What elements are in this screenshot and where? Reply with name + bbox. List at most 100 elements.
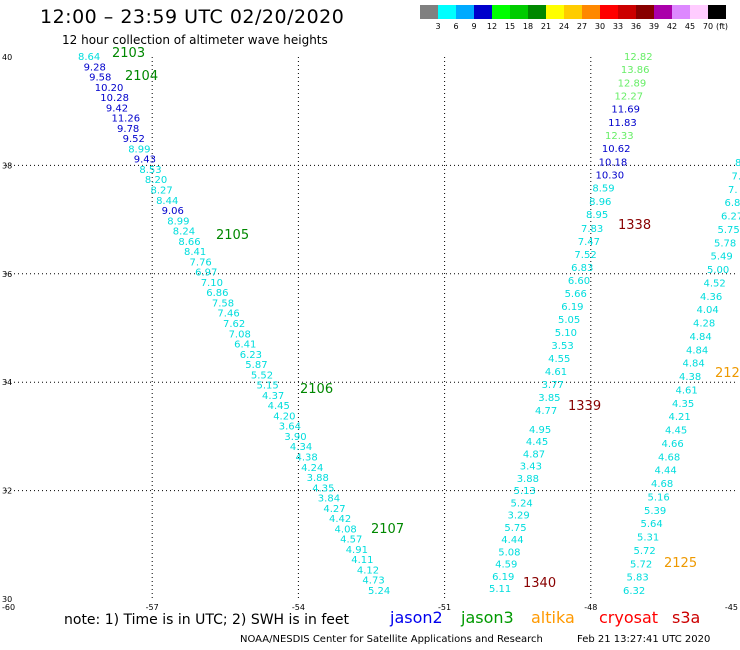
swh-value: 4.37 bbox=[262, 391, 284, 402]
pass-number-label: 1340 bbox=[523, 576, 556, 591]
swh-value: 4.87 bbox=[523, 449, 545, 460]
swh-value: 4.44 bbox=[501, 535, 523, 546]
swh-value: 5.83 bbox=[627, 573, 649, 584]
swh-value: 7.83 bbox=[581, 224, 603, 235]
swh-value: 4.38 bbox=[296, 453, 318, 464]
swh-value: 7.58 bbox=[212, 298, 234, 309]
swh-value: 3.88 bbox=[307, 473, 329, 484]
swh-value: 5.11 bbox=[489, 584, 511, 595]
swh-value: 4.61 bbox=[545, 367, 567, 378]
swh-value: 9.43 bbox=[134, 155, 156, 166]
swh-value: 7.62 bbox=[223, 319, 245, 330]
swh-value: 4.45 bbox=[526, 437, 548, 448]
swh-value: 7. bbox=[732, 171, 740, 182]
pass-number-label: 2105 bbox=[216, 228, 249, 243]
satellite-altika: altika bbox=[531, 608, 575, 627]
pass-number-label: 1339 bbox=[568, 399, 601, 414]
swh-value: 6.8 bbox=[725, 198, 740, 209]
swh-value: 4.52 bbox=[704, 278, 726, 289]
swh-value: 10.28 bbox=[100, 93, 129, 104]
swh-value: 5.75 bbox=[718, 225, 740, 236]
swh-value: 4.20 bbox=[273, 411, 295, 422]
swh-value: 5.15 bbox=[256, 381, 278, 392]
swh-value: 4.68 bbox=[658, 452, 680, 463]
swh-value: 6.97 bbox=[195, 268, 217, 279]
pass-number-label: 1338 bbox=[618, 218, 651, 233]
swh-value: 4.45 bbox=[268, 401, 290, 412]
swh-value: 3.43 bbox=[520, 462, 542, 473]
swh-value: 4.73 bbox=[362, 576, 384, 587]
swh-value: 4.27 bbox=[323, 504, 345, 515]
swh-value: 4.84 bbox=[690, 332, 712, 343]
legend-swatch bbox=[672, 5, 690, 19]
swh-value: 12.89 bbox=[618, 78, 647, 89]
swh-value: 11.83 bbox=[608, 118, 637, 129]
swh-value: 4.91 bbox=[346, 545, 368, 556]
swh-value: 7.08 bbox=[229, 329, 251, 340]
swh-value: 5.72 bbox=[634, 546, 656, 557]
swh-value: 4.21 bbox=[669, 412, 691, 423]
swh-value: 8.53 bbox=[139, 165, 161, 176]
legend-label: 12 bbox=[486, 22, 498, 31]
page-subtitle: 12 hour collection of altimeter wave hei… bbox=[62, 33, 328, 47]
swh-value: 4.84 bbox=[683, 359, 705, 370]
pass-number-label: 2106 bbox=[300, 382, 333, 397]
swh-value: 5.75 bbox=[504, 523, 526, 534]
pass-number-label: 2107 bbox=[371, 522, 404, 537]
swh-value: 6.19 bbox=[561, 302, 583, 313]
longitude-label: -57 bbox=[146, 603, 159, 612]
legend-swatch bbox=[456, 5, 474, 19]
pass-number-label: 2104 bbox=[125, 69, 158, 84]
swh-value: 5.52 bbox=[251, 370, 273, 381]
swh-value: 6.32 bbox=[623, 586, 645, 597]
legend-swatch bbox=[474, 5, 492, 19]
legend-swatch bbox=[690, 5, 708, 19]
swh-value: 5.00 bbox=[707, 265, 729, 276]
swh-value: 4.35 bbox=[672, 399, 694, 410]
swh-value: 3.53 bbox=[551, 341, 573, 352]
legend-label: 33 bbox=[612, 22, 624, 31]
latitude-label: 40 bbox=[2, 53, 12, 62]
legend-swatch bbox=[528, 5, 546, 19]
swh-value: 5.13 bbox=[514, 486, 536, 497]
latitude-label: 32 bbox=[2, 487, 12, 496]
pass-number-label: 2103 bbox=[112, 46, 145, 61]
swh-value: 9.58 bbox=[89, 73, 111, 84]
swh-value: 9.78 bbox=[117, 124, 139, 135]
swh-value: 5.49 bbox=[711, 252, 733, 263]
footer-note: note: 1) Time is in UTC; 2) SWH is in fe… bbox=[64, 612, 350, 628]
legend-swatch bbox=[582, 5, 600, 19]
legend-swatch bbox=[708, 5, 726, 19]
swh-value: 8.41 bbox=[184, 247, 206, 258]
swh-value: 9.06 bbox=[162, 206, 184, 217]
legend-swatch bbox=[636, 5, 654, 19]
swh-value: 8.44 bbox=[156, 196, 178, 207]
swh-value: 4.28 bbox=[693, 319, 715, 330]
legend-swatch bbox=[654, 5, 672, 19]
swh-value: 6.41 bbox=[234, 340, 256, 351]
page-title: 12:00 – 23:59 UTC 02/20/2020 bbox=[40, 6, 345, 28]
latitude-label: 34 bbox=[2, 378, 12, 387]
swh-value: 8.64 bbox=[78, 52, 100, 63]
credit-line: NOAA/NESDIS Center for Satellite Applica… bbox=[240, 634, 543, 645]
swh-value: 4.04 bbox=[697, 305, 719, 316]
swh-value: 12.33 bbox=[605, 131, 634, 142]
latitude-label: 30 bbox=[2, 595, 12, 604]
legend-label: 3 bbox=[435, 22, 441, 31]
swh-value: 10.62 bbox=[602, 144, 631, 155]
swh-value: 10.30 bbox=[596, 171, 625, 182]
swh-value: 6.86 bbox=[206, 288, 228, 299]
swh-value: 7. bbox=[728, 185, 738, 196]
legend-label: 45 bbox=[684, 22, 696, 31]
swh-value: 3.90 bbox=[284, 432, 306, 443]
swh-value: 4.42 bbox=[329, 514, 351, 525]
longitude-label: -54 bbox=[292, 603, 305, 612]
satellite-s3a: s3a bbox=[672, 608, 701, 627]
swh-value: 8.96 bbox=[589, 197, 611, 208]
longitude-label: -51 bbox=[438, 603, 451, 612]
legend-label: 42 bbox=[666, 22, 678, 31]
swh-value: 5.16 bbox=[648, 492, 670, 503]
swh-value: 9.52 bbox=[123, 134, 145, 145]
legend-label: 24 bbox=[558, 22, 570, 31]
generation-timestamp: Feb 21 13:27:41 UTC 2020 bbox=[577, 634, 711, 645]
